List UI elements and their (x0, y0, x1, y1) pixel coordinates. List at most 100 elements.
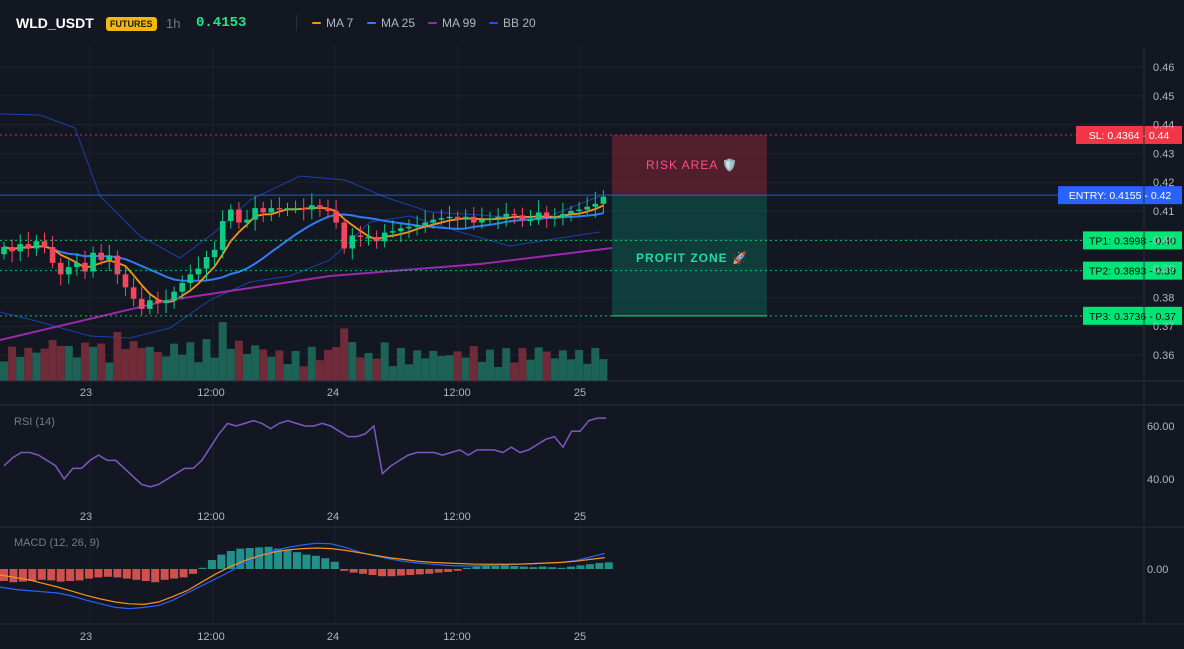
candle-body (317, 205, 323, 209)
macd-hist-bar (463, 567, 472, 569)
volume-bar (324, 349, 332, 381)
volume-bar (194, 362, 203, 381)
volume-bar (0, 361, 8, 381)
candle-body (592, 203, 599, 207)
time-axis-label: 24 (327, 511, 339, 523)
macd-hist-bar (340, 569, 349, 571)
volume-bar (121, 349, 130, 381)
candle-body (41, 241, 48, 247)
macd-axis-label: 0.00 (1147, 564, 1168, 576)
candle-body (568, 211, 574, 214)
interval-label[interactable]: 1h (166, 16, 181, 31)
candle-body (228, 209, 234, 222)
macd-hist-bar (94, 569, 103, 578)
time-axis-label: 12:00 (197, 511, 225, 523)
time-axis-label: 23 (80, 631, 92, 643)
time-axis-label: 25 (574, 387, 586, 399)
moving-averages (0, 204, 613, 341)
legend-ma99[interactable]: MA 99 (428, 15, 476, 31)
rsi-axis-label: 60.00 (1147, 421, 1175, 433)
candle-body (479, 219, 485, 223)
macd-hist-bar (396, 569, 405, 576)
macd-hist-bar (604, 562, 613, 569)
volume-bar (421, 358, 430, 381)
macd-hist-bar (557, 567, 566, 569)
level-tag (1058, 186, 1182, 205)
volume-bar (48, 339, 57, 381)
legend-ma7[interactable]: MA 7 (312, 15, 353, 31)
macd-panel: MACD (12, 26, 9) 0.00 (0, 537, 1168, 610)
volume-bar (461, 357, 470, 381)
volume-bar (348, 342, 357, 381)
volume-bar (170, 343, 179, 381)
candle-body (1, 247, 7, 255)
candle-body (163, 300, 169, 304)
symbol-name[interactable]: WLD_USDT (16, 15, 94, 31)
volume-bar (599, 359, 608, 381)
level-tag-text: TP2: 0.3893 - 0.39 (1089, 266, 1176, 278)
macd-hist-bar (160, 569, 169, 580)
volume-bar (477, 361, 486, 381)
candle-body (333, 211, 339, 223)
macd-hist-bar (66, 569, 75, 581)
volume-bar (567, 359, 575, 381)
candle-body (552, 216, 558, 219)
macd-hist-bar (113, 569, 122, 578)
candle-body (90, 252, 96, 272)
macd-hist-bar (75, 569, 84, 581)
volume-bar (332, 347, 341, 381)
risk-area (612, 134, 767, 196)
volume-bar (105, 362, 114, 381)
macd-signal-line (0, 547, 605, 606)
price-axis-label: 0.39 (1153, 264, 1174, 276)
volume-bar (283, 364, 292, 381)
candle-body (341, 222, 347, 249)
volume-bar (129, 341, 138, 381)
time-axis-label: 12:00 (443, 387, 471, 399)
price-axis-label: 0.40 (1153, 235, 1174, 247)
volume-bar (518, 348, 527, 381)
candle-body (211, 249, 218, 258)
candle-body (584, 206, 590, 210)
volume-bar (72, 357, 81, 381)
volume-bar (226, 348, 235, 381)
macd-hist-bar (415, 569, 424, 575)
macd-hist-bar (359, 569, 368, 574)
time-axis-label: 23 (80, 511, 92, 523)
ma7-swatch (312, 22, 321, 24)
candle-body (25, 244, 32, 249)
macd-hist-bar (18, 569, 27, 582)
trade-level-lines: SL: 0.4364 - 0.44 ENTRY: 0.4155 - 0.42 TP1… (0, 125, 1182, 325)
candle-body (187, 274, 194, 283)
price-axis-label: 0.46 (1153, 62, 1174, 74)
macd-hist-bar (387, 569, 396, 577)
volume-bar (356, 357, 365, 381)
legend-bb20[interactable]: BB 20 (489, 15, 536, 31)
macd-hist-bar (406, 569, 415, 575)
legend-ma25[interactable]: MA 25 (367, 15, 415, 31)
volume-bar (186, 342, 195, 381)
candle-body (74, 262, 80, 268)
volume-bar (32, 352, 41, 381)
macd-hist-bar (236, 548, 245, 569)
candle-body (325, 208, 331, 211)
macd-hist-bar (444, 569, 453, 572)
macd-hist-bar (122, 569, 131, 579)
volume-bar (575, 350, 584, 381)
bb20-swatch (489, 22, 498, 24)
volume-bar (291, 351, 300, 381)
volume-bar (445, 355, 454, 381)
volume-bar (429, 350, 438, 381)
candle-body (195, 268, 202, 275)
candle-body (390, 231, 396, 233)
time-axis-label: 25 (574, 631, 586, 643)
rsi-panel: RSI (14) 60.00 40.00 (3, 416, 1175, 488)
candle-body (17, 244, 23, 252)
candle-body (600, 196, 607, 204)
legend-ma7-label: MA 7 (326, 16, 354, 30)
candle-body (49, 247, 56, 263)
candle-body (446, 216, 453, 219)
volume-bar (299, 366, 308, 381)
volume-bar (494, 367, 503, 381)
